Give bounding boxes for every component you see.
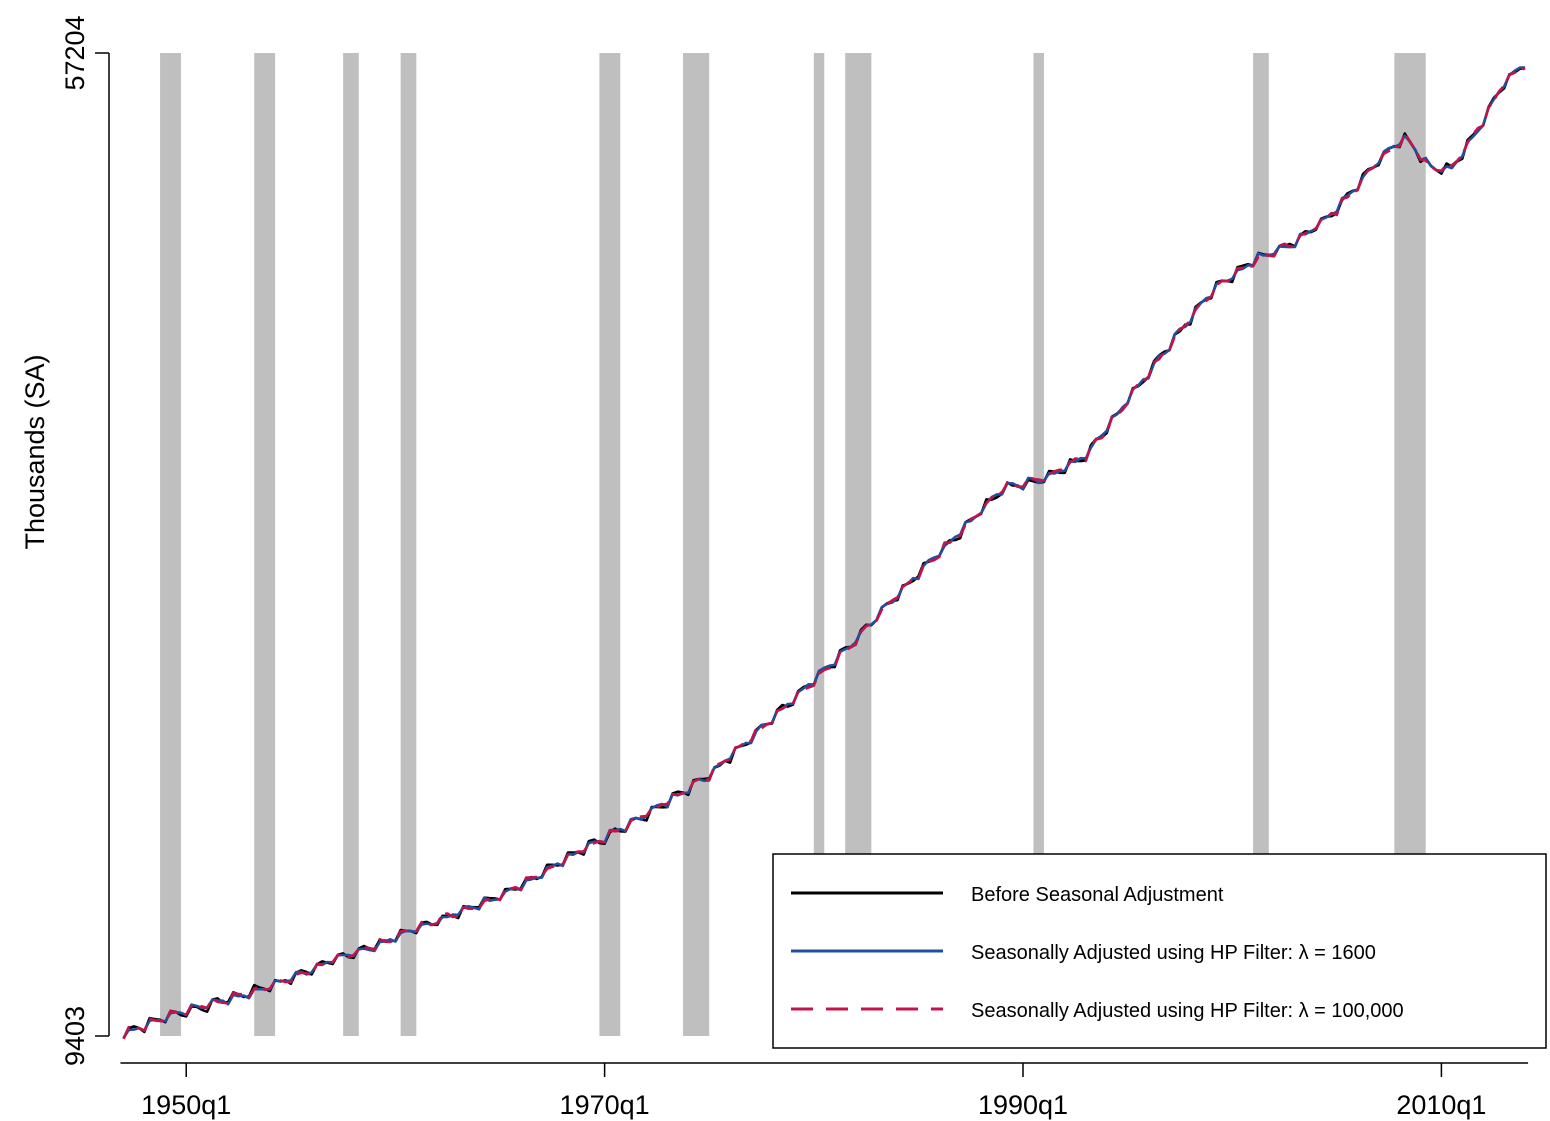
recession-band <box>1033 53 1044 1036</box>
recession-band <box>400 53 417 1036</box>
legend-label-before: Before Seasonal Adjustment <box>971 884 1224 906</box>
recession-band <box>343 53 359 1036</box>
x-tick-label: 1990q1 <box>978 1090 1068 1120</box>
y-tick-label: 9403 <box>60 1006 90 1066</box>
recession-band <box>160 53 181 1036</box>
recession-band <box>599 53 621 1036</box>
recession-band <box>683 53 710 1036</box>
legend: Before Seasonal Adjustment Seasonally Ad… <box>772 853 1547 1049</box>
recession-band <box>1253 53 1269 1036</box>
series-line <box>122 66 1526 1040</box>
axes <box>108 53 1529 1064</box>
recession-band <box>813 53 825 1036</box>
x-tick-label: 2010q1 <box>1396 1090 1486 1120</box>
x-tick-label: 1950q1 <box>141 1090 231 1120</box>
y-axis-title: Thousands (SA) <box>20 354 50 549</box>
x-tick-label: 1970q1 <box>560 1090 650 1120</box>
y-tick-label: 57204 <box>60 15 90 90</box>
legend-label-hp100000: Seasonally Adjusted using HP Filter: λ =… <box>971 1000 1404 1022</box>
x-axis-ticks: 1950q1 1970q1 1990q1 2010q1 <box>141 1063 1486 1120</box>
recession-band <box>254 53 276 1036</box>
y-axis-ticks: 9403 57204 <box>60 15 109 1066</box>
legend-label-hp1600: Seasonally Adjusted using HP Filter: λ =… <box>971 942 1376 964</box>
series-layer <box>122 66 1526 1040</box>
